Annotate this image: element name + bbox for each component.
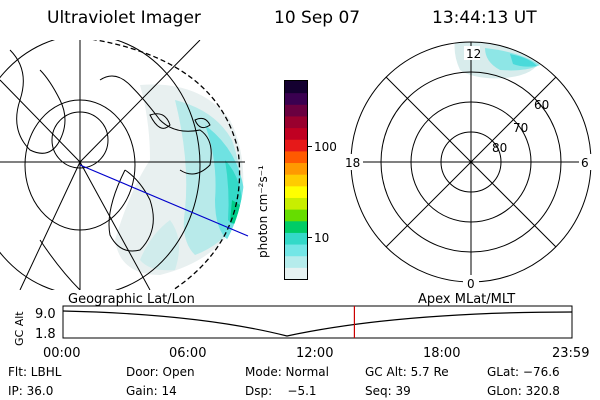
info-mode: Mode: Normal [245,365,329,379]
altitude-tick-bottom: 1.8 [35,327,56,342]
info-ip: IP: 36.0 [8,384,54,398]
info-glon: GLon: 320.8 [487,384,560,398]
colorbar-band [285,139,307,152]
colorbar-band [285,162,307,175]
info-glat: GLat: −76.6 [487,365,560,379]
apex-title: Apex MLat/MLT [418,292,516,307]
info-gc-alt: GC Alt: 5.7 Re [365,365,449,379]
colorbar-band [285,209,307,222]
colorbar-label-10: 10 [314,231,330,245]
colorbar-band [285,232,307,245]
time-tick-1800: 18:00 [423,346,461,361]
colorbar-tick-100 [307,146,312,147]
colorbar-band [285,115,307,129]
colorbar-band [285,244,307,257]
colorbar-band [285,127,307,140]
instrument-title: Ultraviolet Imager [47,8,201,28]
lat-label-60: 60 [534,98,549,112]
colorbar-unit-label: photon cm⁻²s⁻¹ [256,165,270,258]
colorbar-gradient [285,81,307,279]
mlt-label-right: 6 [581,156,589,170]
colorbar [284,80,308,280]
mlt-label-bottom: 0 [467,277,475,290]
geographic-title: Geographic Lat/Lon [68,292,195,307]
altitude-plot: GC Alt [13,305,573,346]
info-dsp: Dsp: −5.1 [245,384,317,398]
time-tick-0600: 06:00 [169,346,207,361]
colorbar-band [285,81,307,94]
aurora-emission [115,84,244,275]
time-tick-2359: 23:59 [552,346,590,361]
colorbar-band [285,174,307,187]
colorbar-label-100: 100 [314,140,337,154]
altitude-tick-top: 9.0 [35,307,56,322]
altitude-plot-frame [62,305,573,339]
time-label: 13:44:13 UT [432,8,537,28]
colorbar-band [285,104,307,117]
colorbar-band [285,185,307,198]
geographic-globe-view [0,40,249,290]
polar-mlt-plot: 12 18 6 0 60 70 80 [343,41,593,290]
date-label: 10 Sep 07 [274,8,361,28]
disc-edge [92,40,241,290]
altitude-curve [62,310,573,337]
lat-label-80: 80 [492,141,507,155]
mlt-label-top: 12 [466,47,481,61]
colorbar-band [285,267,307,279]
info-gain: Gain: 14 [126,384,177,398]
colorbar-band [285,255,307,268]
colorbar-band [285,150,307,164]
info-seq: Seq: 39 [365,384,411,398]
altitude-axis-label: GC Alt [13,311,26,346]
time-tick-0000: 00:00 [43,346,81,361]
colorbar-band [285,220,307,233]
info-flt: Flt: LBHL [8,365,62,379]
time-tick-1200: 12:00 [296,346,334,361]
colorbar-band [285,92,307,105]
colorbar-band [285,197,307,210]
mlt-label-left: 18 [345,156,360,170]
sun-direction-line [79,164,249,237]
info-door: Door: Open [126,365,195,379]
colorbar-tick-10 [307,237,312,238]
lat-label-70: 70 [513,121,528,135]
